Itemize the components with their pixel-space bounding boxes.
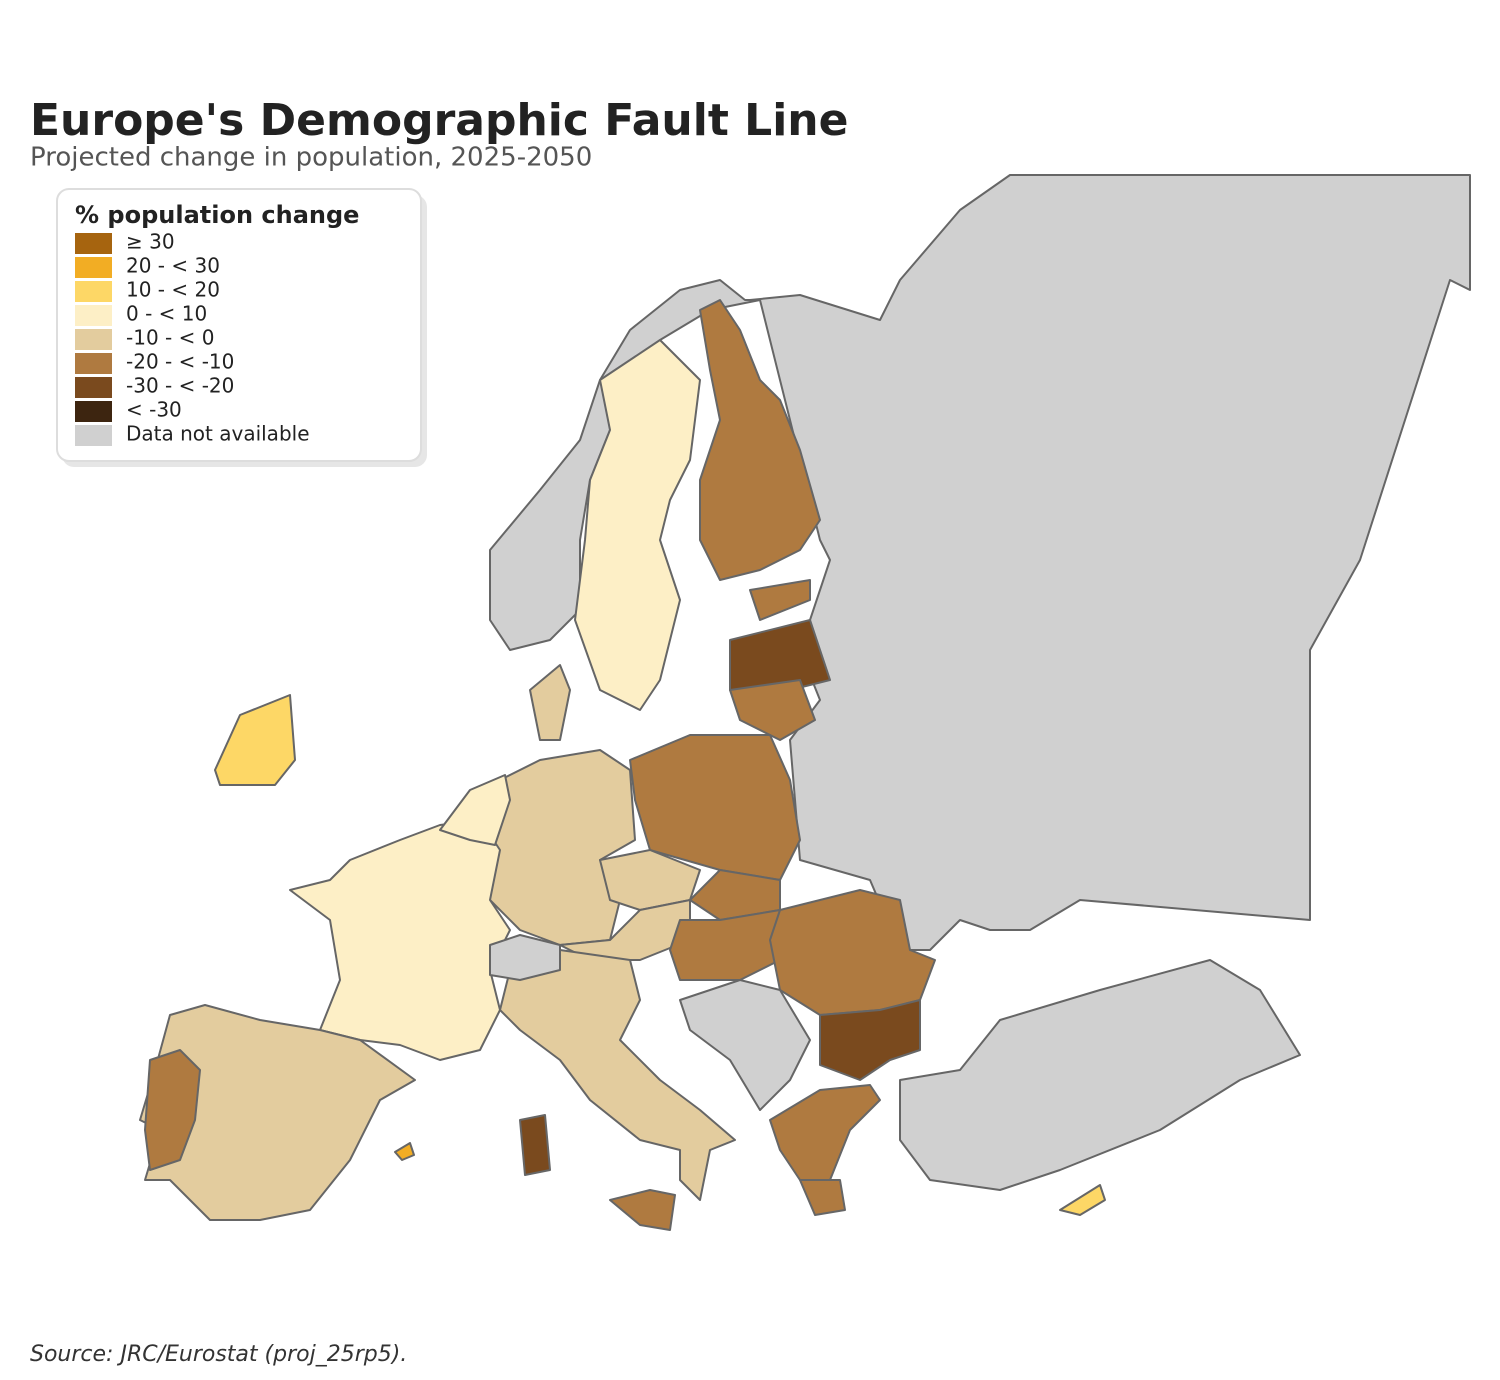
region (729, 679, 816, 741)
region (679, 979, 811, 1111)
legend-swatch (75, 305, 112, 326)
legend-label: 0 - < 10 (126, 302, 207, 326)
source: Source: JRC/Eurostat (proj_25rp5). (30, 1342, 407, 1367)
region (489, 934, 561, 981)
legend-swatch (75, 281, 112, 302)
region (144, 1049, 201, 1171)
region (439, 774, 511, 846)
region (529, 664, 571, 741)
title: Europe's Demographic Fault Line (30, 95, 848, 146)
legend-label: -20 - < -10 (126, 350, 234, 374)
region (574, 339, 701, 711)
legend-label: < -30 (126, 398, 182, 422)
region (799, 1179, 846, 1216)
region (629, 734, 801, 881)
region (749, 174, 1471, 951)
region (489, 279, 761, 651)
region (489, 749, 636, 946)
legend-swatch (75, 377, 112, 398)
region (749, 579, 811, 621)
region (819, 999, 921, 1081)
legend-label: Data not available (126, 422, 310, 446)
legend-swatch (75, 401, 112, 422)
legend-swatch (75, 329, 112, 350)
legend-swatch (75, 353, 112, 374)
region (769, 1084, 881, 1181)
legend-title: % population change (75, 201, 359, 229)
region (214, 694, 296, 786)
legend-label: -30 - < -20 (126, 374, 234, 398)
region (729, 619, 831, 691)
region (394, 1142, 415, 1161)
legend-label: ≥ 30 (126, 230, 175, 254)
legend-label: -10 - < 0 (126, 326, 214, 350)
region (669, 909, 781, 981)
subtitle: Projected change in population, 2025-205… (30, 143, 592, 173)
region (1059, 1184, 1106, 1216)
region (609, 1189, 676, 1231)
legend-swatch (75, 257, 112, 278)
region (499, 949, 736, 1201)
region (519, 1114, 551, 1176)
map (139, 174, 1471, 1231)
region (899, 959, 1301, 1191)
legend-label: 20 - < 30 (126, 254, 220, 278)
legend-swatch (75, 425, 112, 446)
region (289, 819, 511, 1061)
legend-box (56, 188, 422, 462)
region (689, 869, 781, 921)
legend-swatch (75, 233, 112, 254)
region (699, 299, 821, 581)
legend-label: 10 - < 20 (126, 278, 220, 302)
